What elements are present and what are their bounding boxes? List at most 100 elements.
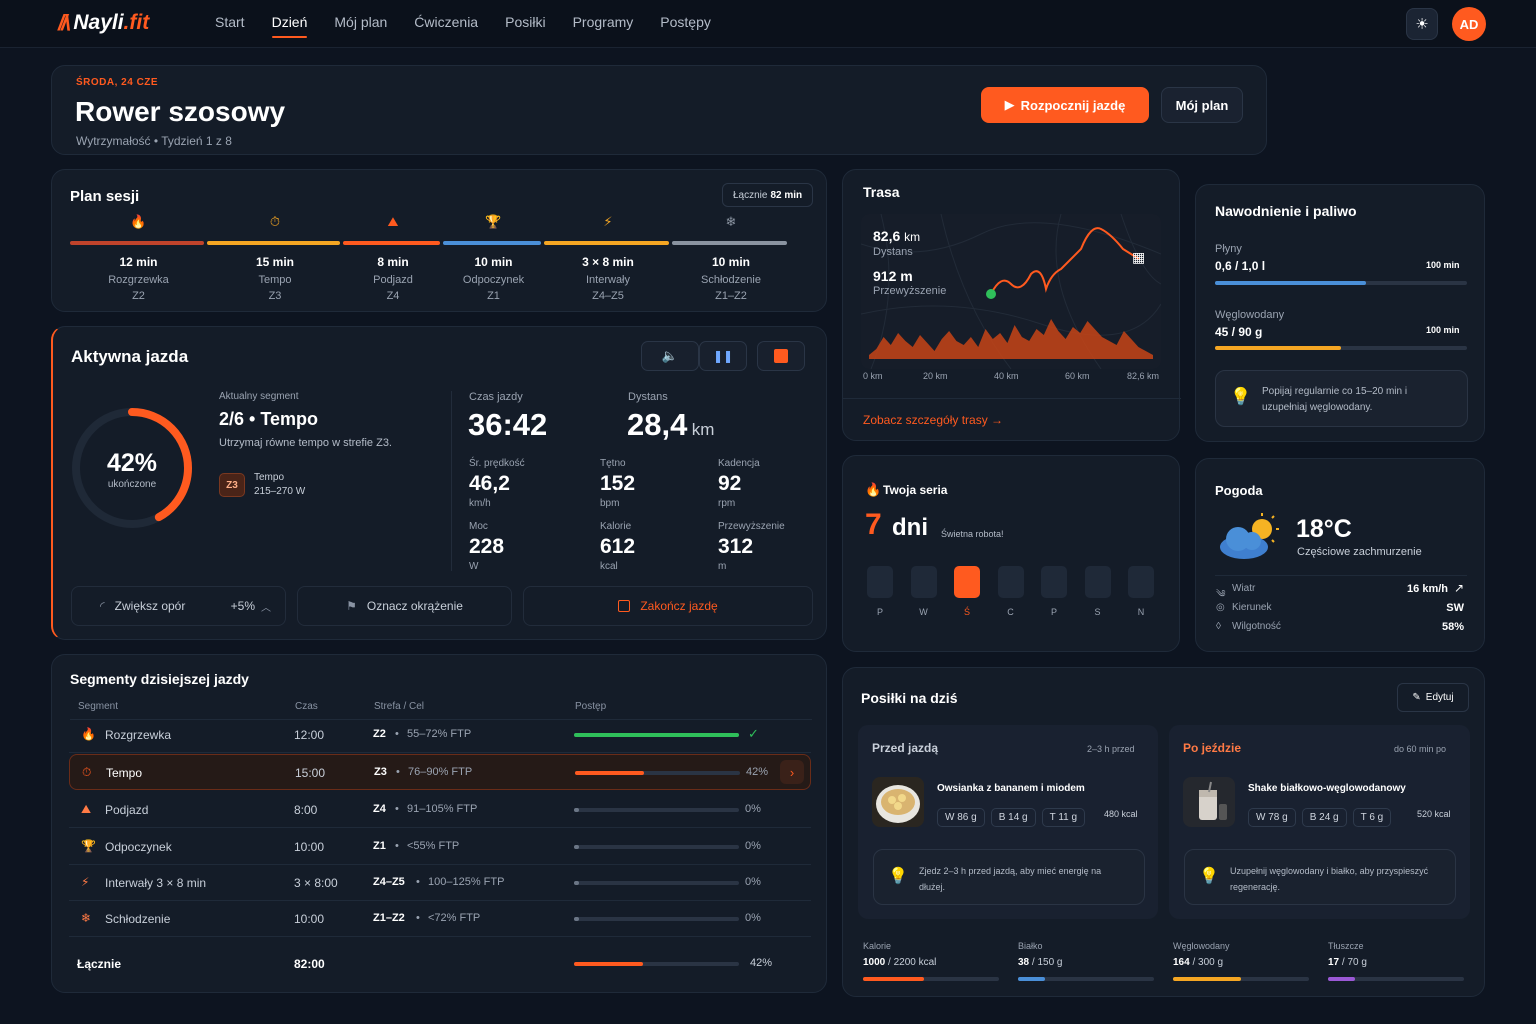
nav-link-4[interactable]: Posiłki xyxy=(505,14,546,30)
meals-title: Posiłki na dziś xyxy=(861,690,958,706)
row-dot: • xyxy=(416,876,420,888)
carbs-label: Węglowodany xyxy=(1215,309,1285,321)
table-row[interactable]: ⛰ Podjazd 8:00 Z4 • 91–105% FTP 0% xyxy=(69,792,811,828)
pause-button[interactable]: ❚❚ xyxy=(699,341,747,371)
metric-value: 152 xyxy=(600,472,636,495)
meals-card: Posiłki na dziś ✎ Edytuj Przed jazdą 2–3 … xyxy=(842,667,1485,997)
nav-link-6[interactable]: Postępy xyxy=(660,14,711,30)
plan-segment-zone: Z3 xyxy=(268,290,282,302)
plan-segment-name: Rozgrzewka xyxy=(108,274,169,286)
session-total-prefix: Łącznie xyxy=(733,189,768,201)
streak-day-box xyxy=(1041,566,1067,598)
chevron-up-icon[interactable]: ︿ xyxy=(261,602,271,614)
start-ride-button[interactable]: ▶ Rozpocznij jazdę xyxy=(981,87,1149,123)
wind-icon: ༄ xyxy=(1216,589,1226,600)
row-progress-fill xyxy=(575,771,645,775)
sound-button[interactable]: 🔈 xyxy=(641,341,699,371)
route-axis-label: 40 km xyxy=(994,371,1019,381)
meal-before-macros: W 86 g B 14 g T 11 g xyxy=(937,807,1091,827)
table-row[interactable]: ❄ Schłodzenie 10:00 Z1–Z2 • <72% FTP 0% xyxy=(69,901,811,937)
session-plan-title: Plan sesji xyxy=(70,188,140,205)
mountain-icon: ⛰ xyxy=(387,214,399,229)
bolt-icon: ⚡ xyxy=(603,214,613,229)
table-row[interactable]: ⚡ Interwały 3 × 8 min 3 × 8:00 Z4–Z5 • 100–12… xyxy=(69,865,811,901)
plan-segment-zone: Z1–Z2 xyxy=(715,290,747,302)
avatar[interactable]: AD xyxy=(1452,7,1486,41)
nav-link-0[interactable]: Start xyxy=(215,14,245,30)
route-details-link[interactable]: Zobacz szczegóły trasy → xyxy=(863,413,1004,427)
table-row[interactable]: 🏆 Odpoczynek 10:00 Z1 • <55% FTP 0% xyxy=(69,829,811,865)
row-progress-fill xyxy=(574,881,579,885)
row-progress-fill xyxy=(574,808,579,812)
summary-value-total: / 300 g xyxy=(1189,957,1224,968)
nav-link-2[interactable]: Mój plan xyxy=(334,14,388,30)
macro-pill: W 78 g xyxy=(1248,808,1296,827)
resistance-label: Zwiększ opór xyxy=(114,599,186,613)
row-time: 10:00 xyxy=(294,912,325,926)
chevron-right-icon[interactable]: › xyxy=(780,760,804,784)
end-ride-button[interactable]: Zakończ jazdę xyxy=(523,586,813,626)
table-row[interactable]: 🔥 Rozgrzewka 12:00 Z2 • 55–72% FTP ✓ xyxy=(69,717,811,753)
mark-lap-button[interactable]: ⚑ Oznacz okrążenie xyxy=(297,586,512,626)
progress-label: ukończone xyxy=(107,479,157,490)
nav-link-3[interactable]: Ćwiczenia xyxy=(414,14,479,30)
nav-link-1[interactable]: Dzień xyxy=(271,14,307,38)
row-progress-bar xyxy=(574,845,739,849)
summary-value-amount: 17 xyxy=(1328,957,1340,968)
oatmeal-image xyxy=(872,777,924,827)
row-target: <55% FTP xyxy=(407,840,460,852)
snowflake-icon: ❄ xyxy=(81,911,92,925)
route-distance-value: 82,6 xyxy=(873,228,901,244)
increase-resistance-control[interactable]: ◜ Zwiększ opór +5% ︿ xyxy=(71,586,286,626)
macro-pill: T 11 g xyxy=(1041,808,1086,827)
metric-unit: m xyxy=(718,561,727,572)
row-time: 15:00 xyxy=(295,766,326,780)
meal-before: Przed jazdą 2–3 h przed Owsianka z banan… xyxy=(858,725,1158,919)
total-progress-bar xyxy=(574,962,739,966)
summary-label: Białko xyxy=(1018,941,1043,951)
current-segment-hint: Utrzymaj równe tempo w strefie Z3. xyxy=(219,437,392,449)
wind-arrow-icon: ↗ xyxy=(1454,581,1465,595)
metric-value: 92 xyxy=(718,472,742,495)
nav-link-5[interactable]: Programy xyxy=(572,14,634,30)
bowl-icon xyxy=(876,785,920,823)
meal-after-macros: W 78 g B 24 g T 6 g xyxy=(1248,807,1397,827)
carbs-value: 45 / 90 g xyxy=(1215,325,1263,339)
route-path xyxy=(990,227,1140,295)
route-start-marker xyxy=(986,289,996,299)
row-dot: • xyxy=(395,840,399,852)
my-plan-button[interactable]: Mój plan xyxy=(1161,87,1243,123)
lightbulb-icon: 💡 xyxy=(1199,868,1219,885)
meal-before-when: 2–3 h przed xyxy=(1087,744,1135,754)
total-progress-fill xyxy=(574,962,644,966)
plan-segment-zone: Z4–Z5 xyxy=(592,290,624,302)
fluids-label: Płyny xyxy=(1215,243,1242,255)
route-map[interactable]: ▦ xyxy=(861,214,1161,369)
edit-meals-button[interactable]: ✎ Edytuj xyxy=(1397,683,1469,712)
streak-day-label: P xyxy=(876,607,883,617)
progress-ring-fill xyxy=(72,408,192,528)
route-divider xyxy=(843,398,1181,399)
stop-button[interactable] xyxy=(757,341,805,371)
streak-day-label: N xyxy=(1137,607,1145,617)
plan-segment-zone: Z2 xyxy=(132,290,145,302)
plan-segment-bar xyxy=(343,241,440,245)
row-name: Tempo xyxy=(106,766,143,780)
plan-segment-zone: Z1 xyxy=(487,290,500,302)
theme-toggle-button[interactable]: ☀ xyxy=(1406,8,1438,40)
row-zone: Z3 xyxy=(374,766,387,778)
col-segment: Segment xyxy=(78,701,119,712)
route-axis-label: 60 km xyxy=(1065,371,1090,381)
logo[interactable]: //\ Nayli.fit xyxy=(58,10,149,36)
meal-after-title: Po jeździe xyxy=(1183,741,1242,755)
summary-bar-fill xyxy=(1328,977,1356,981)
metric-label: Śr. prędkość xyxy=(469,458,525,469)
summary-bar-fill xyxy=(1173,977,1241,981)
col-time: Czas xyxy=(295,701,318,712)
table-row[interactable]: ⏱ Tempo 15:00 Z3 • 76–90% FTP 42% › xyxy=(69,754,811,790)
row-zone: Z2 xyxy=(373,728,386,740)
start-ride-label: Rozpocznij jazdę xyxy=(1020,97,1126,113)
plan-segment-bar xyxy=(672,241,787,245)
plan-segment-duration: 3 × 8 min xyxy=(582,255,634,269)
summary-value: 164 / 300 g xyxy=(1173,957,1223,968)
